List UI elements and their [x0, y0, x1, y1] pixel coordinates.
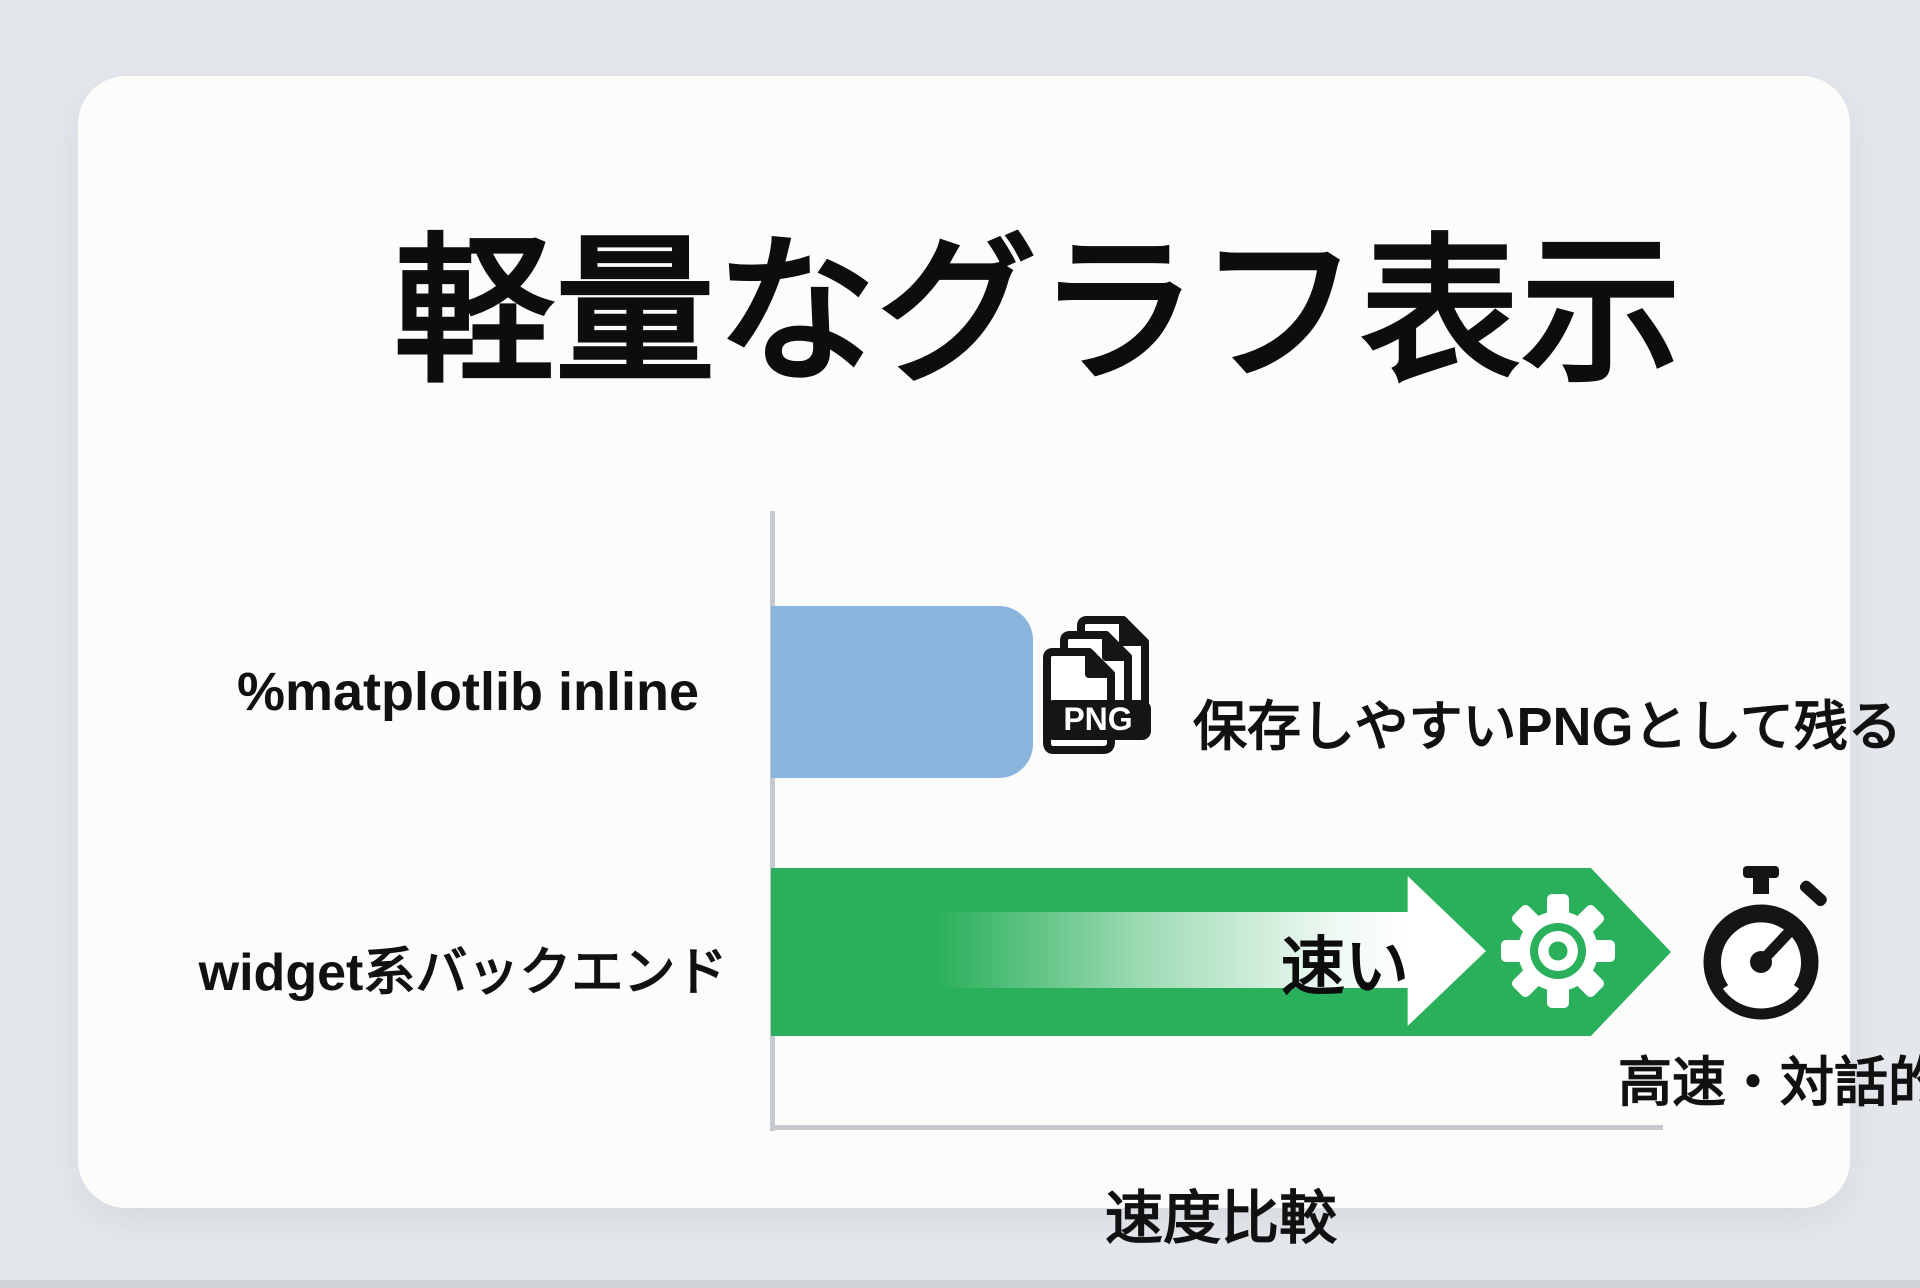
bar-label-fast: 速い	[1281, 931, 1409, 1003]
gear-icon	[1501, 894, 1615, 1008]
x-axis-line	[770, 1125, 1663, 1130]
page-title: 軽量なグラフ表示	[393, 222, 1682, 401]
y-axis-line	[770, 511, 775, 1131]
slide-card: 軽量なグラフ表示 速度比較 %matplotlib inline PNG 保存し…	[78, 76, 1920, 1251]
stopwatch-icon	[1703, 866, 1827, 1020]
annotation-inline: 保存しやすいPNGとして残る	[1193, 697, 1902, 757]
bar-matplotlib-inline	[771, 606, 1033, 778]
png-badge	[1045, 700, 1151, 740]
row-label-widget-backend: widget系バックエンド	[198, 944, 728, 1002]
png-files-icon: PNG	[1043, 616, 1151, 754]
bottom-edge-strip	[0, 1280, 1920, 1288]
x-axis-label: 速度比較	[1104, 1186, 1337, 1251]
png-badge-text: PNG	[1063, 701, 1132, 737]
annotation-widget: 高速・対話的	[1618, 1053, 1920, 1113]
row-label-matplotlib-inline: %matplotlib inline	[236, 662, 699, 722]
